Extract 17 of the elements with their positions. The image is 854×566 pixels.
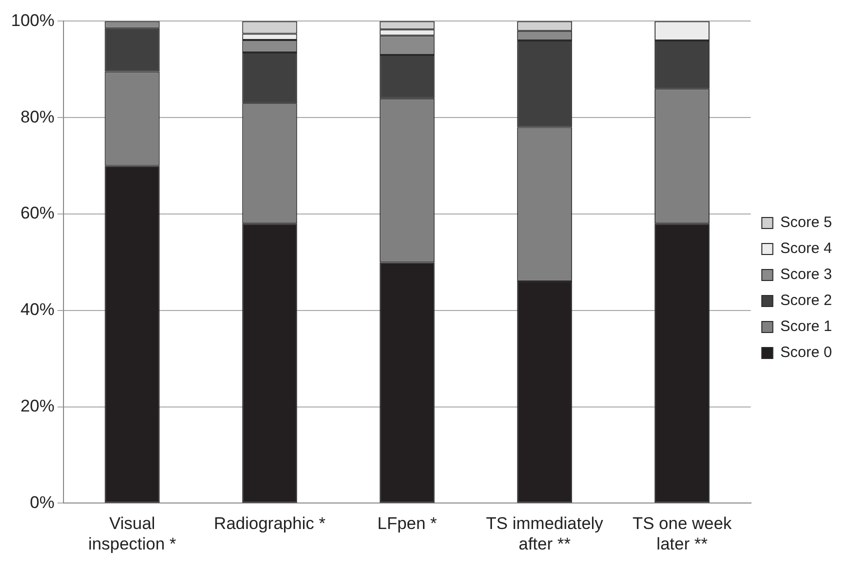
x-tick-label: LFpen * (377, 514, 438, 534)
y-tick-label: 20% (20, 396, 54, 416)
legend-label: Score 1 (780, 318, 832, 336)
legend-label: Score 4 (780, 240, 832, 258)
legend-label: Score 2 (780, 292, 832, 310)
x-tick-label: TS one week later ** (632, 514, 732, 554)
legend-label: Score 3 (780, 266, 832, 284)
legend-label: Score 5 (780, 214, 832, 232)
x-tick-label: Visual inspection * (88, 514, 177, 554)
legend-label: Score 0 (780, 344, 832, 362)
x-tick-label: Radiographic * (214, 514, 326, 534)
y-tick-label: 100% (10, 10, 54, 30)
y-tick-label: 80% (20, 107, 54, 126)
y-tick-label: 40% (20, 300, 54, 320)
y-tick-label: 0% (30, 492, 54, 512)
y-tick-label: 60% (20, 204, 54, 223)
x-tick-label: TS immediately after ** (486, 514, 604, 554)
